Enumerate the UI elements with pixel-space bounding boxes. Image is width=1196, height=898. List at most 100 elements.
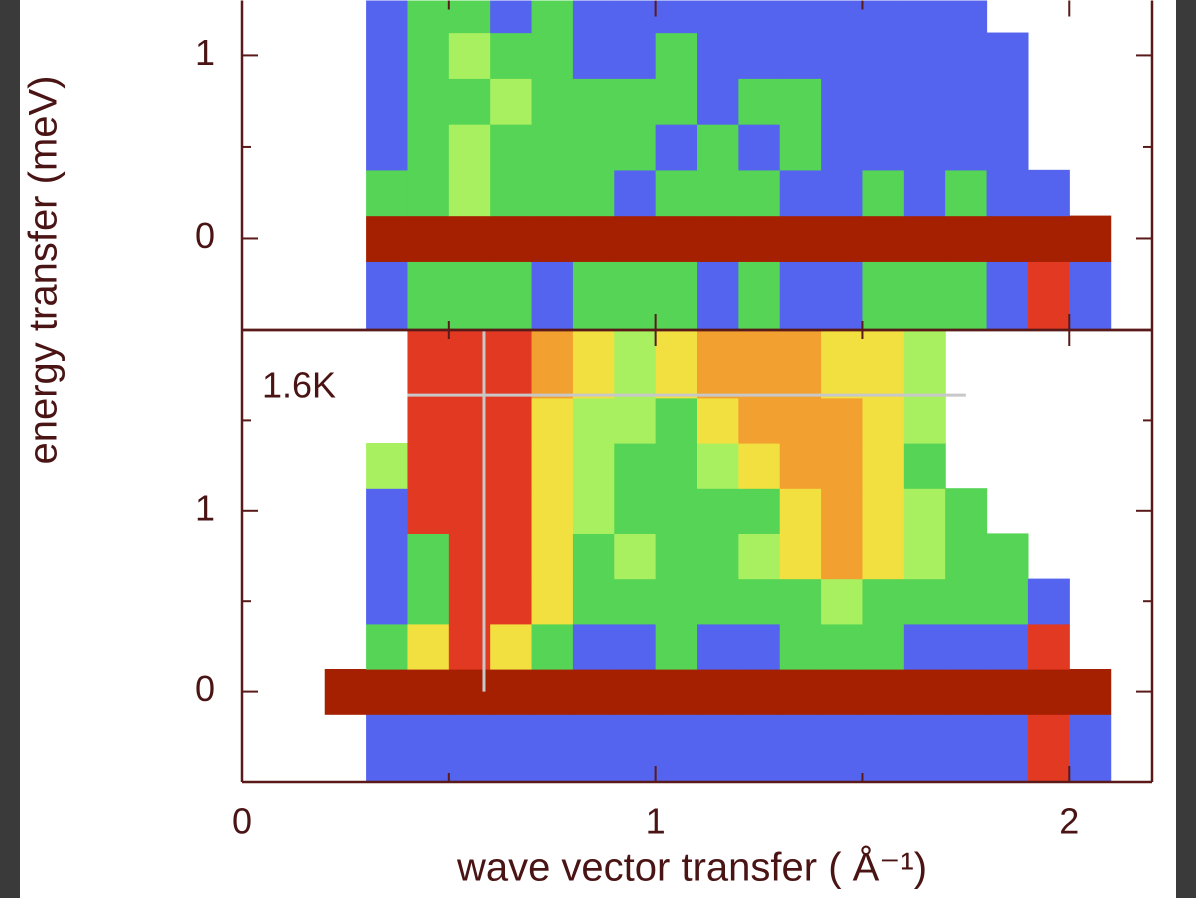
heatmap-cell <box>490 261 533 331</box>
heatmap-cell <box>572 578 615 625</box>
heatmap-cell <box>821 397 864 444</box>
heatmap-cell <box>572 330 615 399</box>
heatmap-cell <box>986 215 1029 262</box>
heatmap-cell <box>738 32 781 79</box>
heatmap-cell <box>779 261 822 331</box>
heatmap-cell <box>448 78 491 125</box>
heatmap-cell <box>531 169 574 217</box>
heatmap-cell <box>572 78 615 125</box>
heatmap-cell <box>655 578 698 625</box>
heatmap-cell <box>448 32 491 79</box>
heatmap-cell <box>531 330 574 399</box>
heatmap-cell <box>697 215 739 262</box>
plot-area <box>324 0 1112 783</box>
heatmap-cell <box>1027 169 1070 217</box>
heatmap-cell <box>407 32 450 79</box>
heatmap-cell <box>697 623 739 670</box>
y-tick-label: 0 <box>195 668 215 709</box>
heatmap-cell <box>945 669 988 715</box>
heatmap-cell <box>490 169 533 217</box>
heatmap-cell <box>738 623 781 670</box>
y-tick-label: 1 <box>195 487 215 528</box>
heatmap-cell <box>655 714 698 783</box>
heatmap-cell <box>779 488 822 534</box>
heatmap-cell <box>821 0 864 34</box>
heatmap-cell <box>1027 261 1070 331</box>
heatmap-cell <box>821 578 864 625</box>
heatmap-cell <box>531 714 574 783</box>
heatmap-cell <box>448 215 491 262</box>
heatmap-cell <box>779 578 822 625</box>
heatmap-cell <box>366 0 409 34</box>
heatmap-cell <box>407 443 450 489</box>
heatmap-cell <box>655 0 698 34</box>
heatmap-cell <box>821 669 864 715</box>
heatmap-cell <box>903 669 946 715</box>
heatmap-cell <box>779 32 822 79</box>
heatmap-cell <box>490 397 533 444</box>
heatmap-cell <box>407 397 450 444</box>
heatmap-cell <box>986 78 1029 125</box>
heatmap-cell <box>531 488 574 534</box>
heatmap-cell <box>531 397 574 444</box>
heatmap-cell <box>655 32 698 79</box>
heatmap-cell <box>738 397 781 444</box>
heatmap-cell <box>366 623 409 670</box>
heatmap-cell <box>945 623 988 670</box>
x-tick-label: 0 <box>232 801 252 842</box>
heatmap-cell <box>821 78 864 125</box>
heatmap-cell <box>986 578 1029 625</box>
heatmap-cell <box>986 124 1029 171</box>
heatmap-cell <box>821 169 864 217</box>
y-tick-label: 1 <box>195 32 215 73</box>
x-axis-label: wave vector transfer ( Å⁻¹) <box>456 845 927 890</box>
heatmap-cell <box>614 169 657 217</box>
heatmap-cell <box>903 124 946 171</box>
heatmap-cell <box>738 488 781 534</box>
heatmap-cell <box>779 533 822 580</box>
heatmap-cell <box>903 578 946 625</box>
heatmap-cell <box>986 32 1029 79</box>
heatmap-cell <box>407 488 450 534</box>
heatmap-cell <box>821 488 864 534</box>
heatmap-cell <box>986 623 1029 670</box>
heatmap-cell <box>614 32 657 79</box>
heatmap-cell <box>1069 669 1112 715</box>
heatmap-cell <box>779 169 822 217</box>
heatmap-cell <box>572 215 615 262</box>
heatmap-cell <box>945 124 988 171</box>
heatmap-cell <box>490 443 533 489</box>
heatmap-cell <box>738 330 781 399</box>
heatmap-cell <box>572 623 615 670</box>
heatmap-cell <box>903 0 946 34</box>
heatmap-cell <box>490 124 533 171</box>
heatmap-cell <box>490 669 533 715</box>
heatmap-cell <box>407 0 450 34</box>
heatmap-cell <box>655 669 698 715</box>
heatmap-cell <box>655 488 698 534</box>
heatmap-cell <box>862 397 905 444</box>
heatmap-cell <box>614 397 657 444</box>
heatmap-cell <box>779 78 822 125</box>
heatmap-cell <box>531 0 574 34</box>
heatmap-cell <box>862 32 905 79</box>
heatmap-cell <box>531 669 574 715</box>
heatmap-cell <box>779 443 822 489</box>
heatmap-cell <box>903 32 946 79</box>
heatmap-cell <box>821 32 864 79</box>
heatmap-cell <box>655 169 698 217</box>
heatmap-cell <box>655 443 698 489</box>
heatmap-cell <box>738 169 781 217</box>
heatmap-cell <box>697 124 739 171</box>
heatmap-cell <box>655 533 698 580</box>
heatmap-cell <box>655 397 698 444</box>
heatmap-cell <box>448 169 491 217</box>
heatmap-cell <box>1069 261 1112 331</box>
heatmap-cell <box>821 124 864 171</box>
heatmap-cell <box>407 124 450 171</box>
heatmap-cell <box>697 78 739 125</box>
heatmap-cell <box>779 669 822 715</box>
heatmap-cell <box>862 714 905 783</box>
heatmap-cell <box>572 714 615 783</box>
heatmap-cell <box>986 169 1029 217</box>
